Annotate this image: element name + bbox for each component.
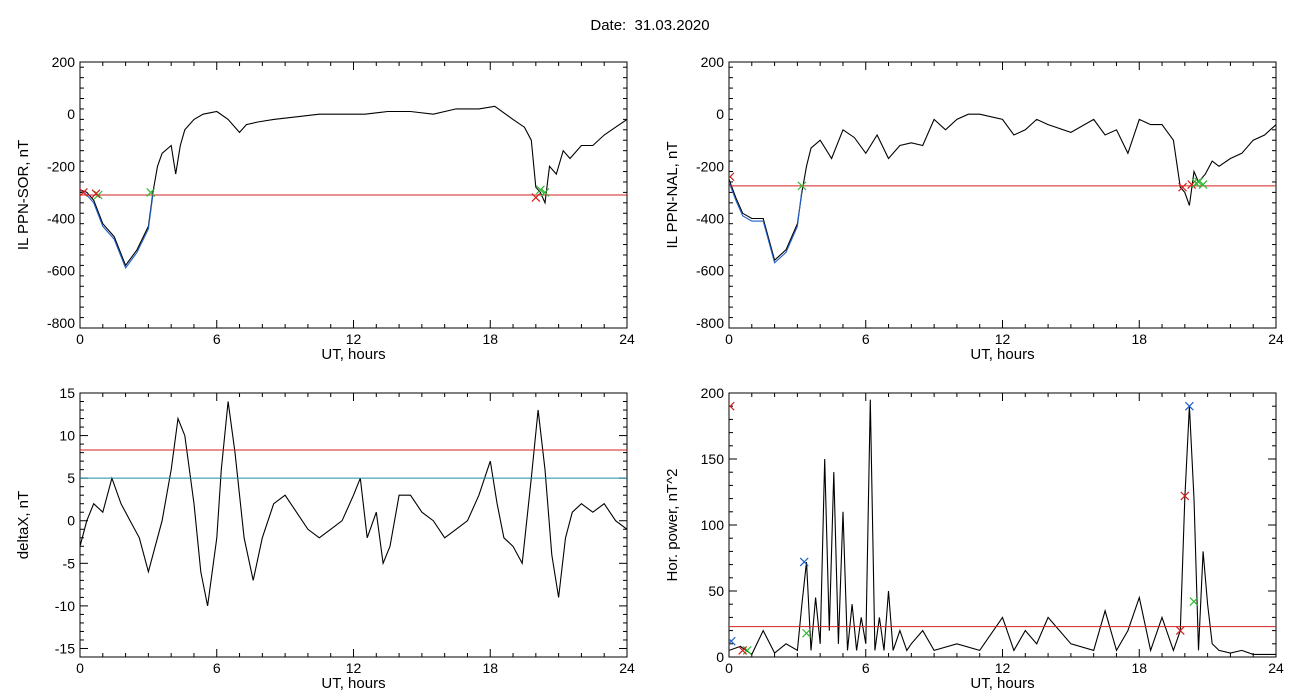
y-axis-title: IL PPN-SOR, nT [15, 140, 32, 250]
x-tick-label: 12 [346, 660, 362, 676]
data-marker [1191, 178, 1201, 188]
data-marker [797, 181, 807, 191]
y-tick-label: 200 [701, 54, 725, 70]
panel-1: 0 6 12 18 24 -800 -600 -400 -200 0 200 UT, hours IL … [15, 54, 635, 363]
y-tick-label: -200 [47, 158, 75, 174]
y-tick-label: -5 [63, 555, 76, 571]
y-tick-label: 200 [52, 54, 76, 70]
y-tick-label: 200 [701, 385, 725, 401]
x-tick-label: 18 [482, 331, 498, 347]
data-marker [1184, 401, 1194, 411]
series-line-2 [80, 189, 154, 270]
x-tick-label: 6 [213, 660, 221, 676]
data-marker [742, 645, 752, 655]
y-tick-label: -800 [47, 315, 75, 331]
x-tick-label: 0 [725, 660, 733, 676]
data-marker [1194, 177, 1203, 187]
y-tick-label: 15 [59, 385, 75, 401]
panel-4: 0 6 12 18 24 0 50 100 150 200 UT, hours Hor. power,… [664, 385, 1284, 692]
data-marker [93, 190, 103, 200]
data-marker [535, 185, 545, 195]
y-tick-label: 0 [716, 106, 724, 122]
y-tick-label: -800 [696, 315, 724, 331]
x-tick-label: 12 [346, 331, 362, 347]
data-marker [531, 193, 541, 203]
x-axis-title: UT, hours [970, 346, 1034, 363]
x-axis-title: UT, hours [970, 675, 1034, 692]
data-marker [729, 172, 735, 182]
x-tick-label: 6 [862, 331, 870, 347]
y-axis-title: deltaX, nT [15, 491, 32, 559]
x-tick-label: 18 [1131, 331, 1147, 347]
data-marker [729, 401, 735, 411]
series-line-1 [80, 105, 627, 267]
y-tick-label: 0 [716, 649, 724, 665]
y-axis-title: IL PPN-NAL, nT [664, 142, 681, 249]
y-tick-label: -10 [55, 598, 75, 614]
x-tick-label: 12 [995, 331, 1011, 347]
x-tick-label: 24 [619, 331, 635, 347]
data-marker [1180, 491, 1190, 501]
x-tick-label: 24 [619, 660, 635, 676]
x-axis-title: UT, hours [321, 675, 385, 692]
y-tick-label: -600 [47, 263, 75, 279]
x-tick-label: 0 [76, 331, 84, 347]
plot-frame [79, 392, 628, 658]
x-tick-label: 24 [1268, 331, 1284, 347]
data-marker [799, 557, 809, 567]
y-tick-label: -200 [696, 158, 724, 174]
x-tick-label: 0 [76, 660, 84, 676]
data-marker [802, 628, 811, 638]
series-line-1 [80, 401, 627, 607]
x-tick-label: 24 [1268, 660, 1284, 676]
y-tick-label: 0 [67, 513, 75, 529]
x-tick-label: 18 [482, 660, 498, 676]
panel-2: 0 6 12 18 24 -800 -600 -400 -200 0 200 UT, hours IL … [664, 54, 1284, 363]
plot-area [80, 105, 627, 270]
y-tick-label: -400 [696, 210, 724, 226]
x-tick-label: 12 [995, 660, 1011, 676]
x-axis-title: UT, hours [321, 346, 385, 363]
y-tick-label: 5 [67, 470, 75, 486]
x-tick-label: 6 [213, 331, 221, 347]
plot-area [729, 399, 1276, 656]
data-marker [80, 187, 88, 197]
series-line-2 [729, 181, 803, 264]
data-marker [91, 189, 101, 199]
x-tick-label: 6 [862, 660, 870, 676]
x-tick-label: 0 [725, 331, 733, 347]
panel-3: 0 6 12 18 24 -15 -10 -5 0 5 10 15 UT, hours deltaX, n… [15, 385, 635, 692]
data-marker [540, 187, 550, 197]
data-marker [1175, 626, 1185, 636]
y-tick-label: 10 [59, 428, 75, 444]
y-tick-label: -15 [55, 640, 75, 656]
y-tick-label: 150 [701, 451, 725, 467]
y-tick-label: 0 [67, 106, 75, 122]
series-line-1 [729, 113, 1276, 262]
figure-title: Date: 31.03.2020 [590, 17, 710, 34]
data-marker [1198, 180, 1208, 189]
plot-frame [728, 61, 1277, 329]
data-marker [146, 187, 156, 197]
y-axis-title: Hor. power, nT^2 [664, 469, 681, 582]
series-line-1 [729, 399, 1276, 656]
plot-area [80, 401, 627, 607]
data-marker [738, 645, 748, 655]
data-marker [729, 636, 736, 646]
y-tick-label: -600 [696, 263, 724, 279]
plot-area [729, 113, 1276, 264]
data-marker [1189, 597, 1199, 606]
y-tick-label: 100 [701, 517, 725, 533]
y-tick-label: 50 [708, 583, 724, 599]
y-tick-label: -400 [47, 210, 75, 226]
data-marker [1178, 182, 1187, 192]
x-tick-label: 18 [1131, 660, 1147, 676]
